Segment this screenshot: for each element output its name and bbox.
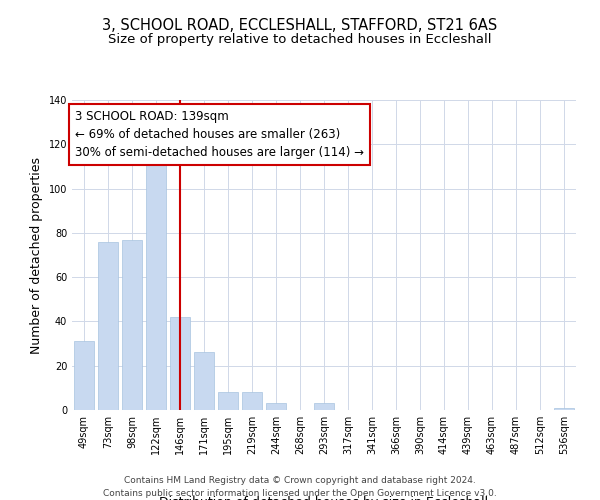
Text: 3 SCHOOL ROAD: 139sqm
← 69% of detached houses are smaller (263)
30% of semi-det: 3 SCHOOL ROAD: 139sqm ← 69% of detached … bbox=[75, 110, 364, 159]
Bar bbox=[242, 392, 262, 410]
Bar bbox=[266, 404, 286, 410]
Bar bbox=[98, 242, 118, 410]
Bar bbox=[218, 392, 238, 410]
Bar bbox=[122, 240, 142, 410]
X-axis label: Distribution of detached houses by size in Eccleshall: Distribution of detached houses by size … bbox=[160, 496, 488, 500]
Y-axis label: Number of detached properties: Number of detached properties bbox=[30, 156, 43, 354]
Bar bbox=[170, 317, 190, 410]
Text: 3, SCHOOL ROAD, ECCLESHALL, STAFFORD, ST21 6AS: 3, SCHOOL ROAD, ECCLESHALL, STAFFORD, ST… bbox=[103, 18, 497, 32]
Bar bbox=[194, 352, 214, 410]
Text: Size of property relative to detached houses in Eccleshall: Size of property relative to detached ho… bbox=[108, 32, 492, 46]
Bar bbox=[74, 342, 94, 410]
Bar bbox=[554, 408, 574, 410]
Text: Contains HM Land Registry data © Crown copyright and database right 2024.
Contai: Contains HM Land Registry data © Crown c… bbox=[103, 476, 497, 498]
Bar bbox=[314, 404, 334, 410]
Bar bbox=[146, 164, 166, 410]
